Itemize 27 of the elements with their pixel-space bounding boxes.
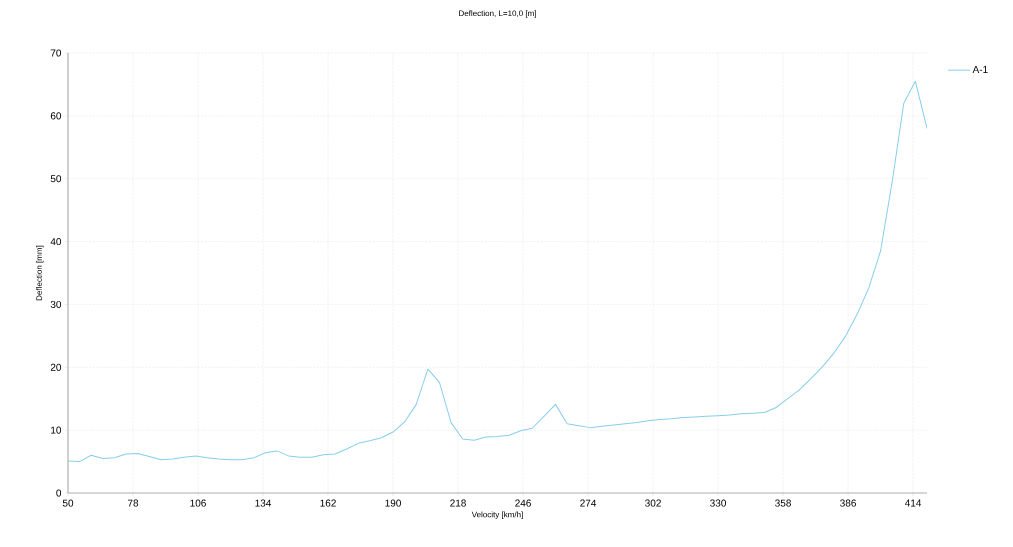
y-tick-label: 10	[51, 426, 62, 434]
y-tick-label: 40	[50, 238, 62, 246]
legend-label: A-1	[972, 66, 988, 73]
x-tick-label: 218	[450, 499, 466, 507]
chart-title: Deflection, L=10,0 [m]	[459, 10, 536, 18]
x-axis-title: Velocity [km/h]	[471, 511, 523, 519]
x-tick-label: 386	[840, 499, 856, 507]
y-tick-label: 70	[50, 49, 62, 57]
y-tick-label: 60	[50, 112, 62, 120]
x-tick-label: 414	[904, 499, 922, 507]
x-tick-label: 190	[385, 499, 401, 507]
x-tick-label: 358	[775, 499, 791, 507]
x-tick-label: 162	[320, 499, 336, 507]
x-tick-label: 134	[255, 499, 272, 507]
x-tick-label: 106	[190, 499, 206, 507]
x-tick-label: 274	[580, 499, 597, 507]
y-tick-label: 30	[50, 300, 62, 308]
line-series	[68, 80, 927, 463]
y-tick-label: 50	[50, 175, 62, 183]
x-tick-label: 302	[645, 499, 661, 507]
x-tick-label: 78	[127, 499, 139, 507]
x-tick-label: 330	[710, 499, 727, 507]
y-tick-label: 0	[56, 489, 62, 497]
x-tick-label: 50	[62, 499, 74, 507]
y-axis-title: Deflection [mm]	[36, 245, 44, 301]
y-tick-label: 20	[50, 363, 62, 371]
x-tick-label: 246	[515, 499, 531, 507]
